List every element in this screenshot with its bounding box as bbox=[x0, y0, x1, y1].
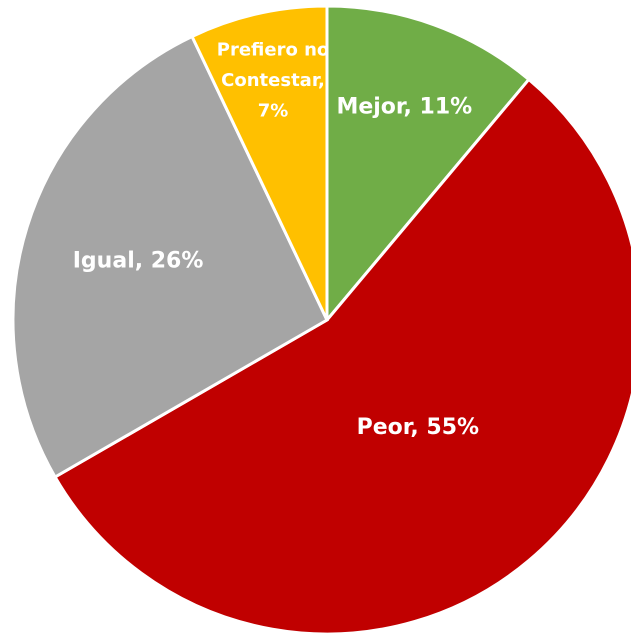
pie-slice bbox=[53, 77, 631, 633]
data-label: Peor, 55% bbox=[357, 415, 479, 440]
data-label: Mejor, 11% bbox=[336, 95, 472, 120]
data-label: Prefiero no bbox=[217, 39, 330, 60]
data-label: Contestar, bbox=[221, 70, 325, 91]
pie-slice bbox=[190, 4, 329, 321]
data-label: Igual, 26% bbox=[73, 248, 204, 273]
pie-slice bbox=[325, 4, 531, 325]
data-label: 7% bbox=[258, 101, 289, 122]
pie-slice bbox=[11, 34, 329, 480]
